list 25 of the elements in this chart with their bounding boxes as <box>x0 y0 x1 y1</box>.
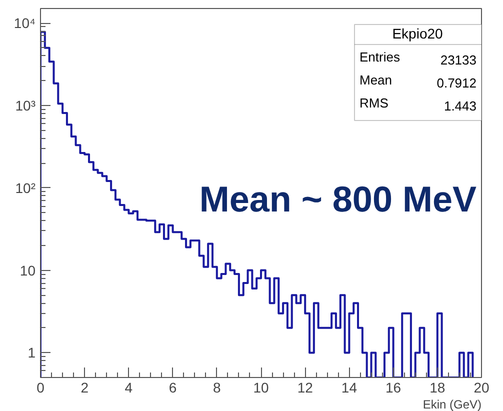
annotation: 23133 <box>440 52 477 68</box>
annotation: Mean ~ 800 MeV <box>199 178 477 220</box>
x-axis-title: Ekin (GeV) <box>422 398 482 411</box>
annotation: Mean <box>360 72 392 88</box>
x-tick-label: 14 <box>341 380 358 396</box>
annotation: 0.7912 <box>436 76 477 90</box>
x-tick-label: 2 <box>80 380 89 396</box>
annotation: 1.443 <box>444 98 477 114</box>
annotation: Ekpio20 <box>392 26 444 42</box>
annotation: Entries <box>360 50 400 64</box>
x-tick-label: 8 <box>213 380 222 396</box>
y-tick-label: 10² <box>15 180 36 196</box>
x-tick-label: 4 <box>124 380 133 396</box>
y-tick-label: 10⁴ <box>14 15 36 32</box>
y-tick-label: 10 <box>20 262 36 278</box>
x-tick-label: 18 <box>430 380 446 396</box>
x-tick-label: 20 <box>474 380 490 396</box>
x-tick-label: 0 <box>36 380 45 396</box>
x-tick-label: 10 <box>253 380 269 396</box>
x-tick-label: 16 <box>386 380 402 396</box>
x-tick-label: 12 <box>297 380 314 396</box>
x-tick-label: 6 <box>168 380 177 396</box>
y-tick-label: 10³ <box>15 97 36 114</box>
annotation: RMS <box>360 96 389 110</box>
y-tick-label: 1 <box>28 344 36 361</box>
